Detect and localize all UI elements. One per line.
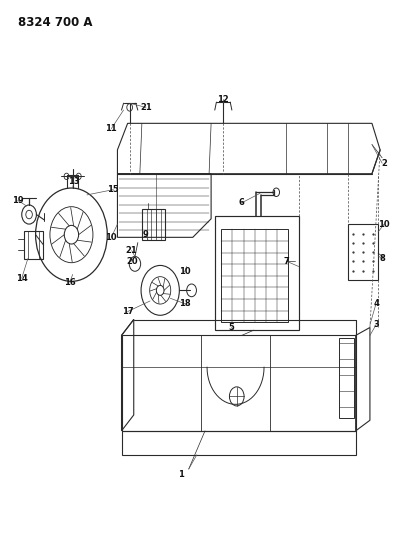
Text: 5: 5 — [228, 323, 234, 332]
Text: 18: 18 — [178, 299, 190, 308]
Text: 10: 10 — [105, 233, 117, 242]
Text: 17: 17 — [121, 307, 133, 316]
Text: 8324 700 A: 8324 700 A — [18, 16, 92, 29]
Text: 8: 8 — [378, 254, 384, 263]
Text: 7: 7 — [283, 257, 289, 265]
Text: 6: 6 — [238, 198, 244, 207]
Text: 13: 13 — [68, 177, 79, 186]
Text: 10: 10 — [178, 268, 190, 276]
Text: 9: 9 — [143, 230, 148, 239]
Text: 2: 2 — [380, 159, 386, 167]
Text: 19: 19 — [12, 196, 23, 205]
Text: 12: 12 — [217, 95, 229, 104]
Text: 4: 4 — [372, 299, 378, 308]
Text: 20: 20 — [126, 257, 137, 265]
Text: 10: 10 — [378, 220, 389, 229]
Text: 14: 14 — [16, 273, 27, 282]
Text: 21: 21 — [126, 246, 137, 255]
Text: 15: 15 — [107, 185, 119, 194]
Text: 21: 21 — [140, 103, 151, 112]
Text: 11: 11 — [105, 124, 117, 133]
Text: 3: 3 — [372, 320, 378, 329]
Text: 1: 1 — [177, 470, 183, 479]
Text: 16: 16 — [64, 278, 76, 287]
